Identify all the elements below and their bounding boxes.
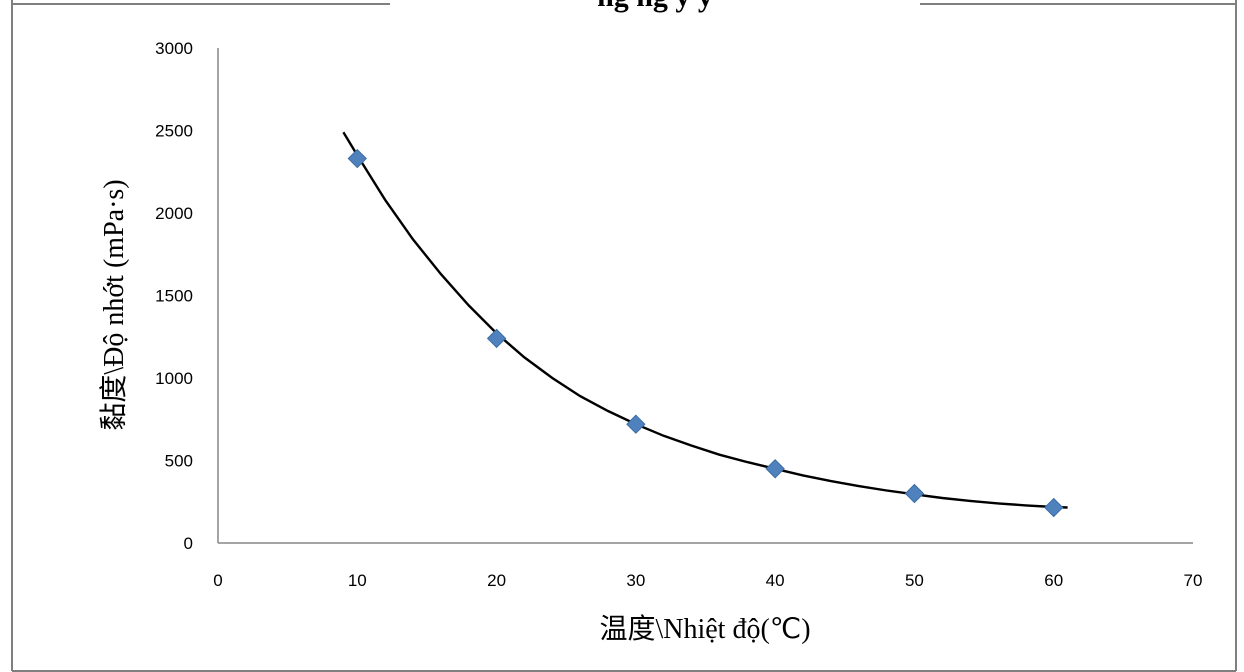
chart-border [11,0,1237,672]
y-tick-label: 2000 [155,204,193,223]
x-tick-label: 30 [626,571,645,590]
y-tick-label: 1500 [155,287,193,306]
x-tick-label: 10 [348,571,367,590]
data-point-marker [486,328,507,349]
x-tick-label: 50 [905,571,924,590]
x-tick-label: 0 [213,571,222,590]
y-tick-label: 3000 [155,39,193,58]
x-tick-label: 70 [1184,571,1203,590]
chart-title: ng ng y y [597,0,713,13]
y-tick-label: 1000 [155,369,193,388]
y-tick-label: 500 [165,452,193,471]
x-axis-title: 温度\Nhiệt độ(℃) [599,613,810,645]
y-tick-label: 2500 [155,122,193,141]
y-tick-labels: 0 500 1000 1500 2000 2500 3000 [155,39,193,553]
trendline [342,131,1068,509]
data-point-marker [1044,497,1064,518]
x-tick-label: 20 [487,571,506,590]
x-tick-label: 60 [1044,571,1063,590]
y-axis-title: 黏度\Độ nhớt (mPa·s) [98,179,130,430]
x-tick-labels: 0 10 20 30 40 50 60 70 [213,571,1202,590]
y-tick-label: 0 [184,534,193,553]
data-point-marker [626,414,646,434]
chart-title-area: ng ng y y [597,0,713,13]
data-point-marker [347,148,367,169]
data-point-marker [904,483,925,504]
data-points [347,148,1064,518]
data-point-marker [765,459,785,479]
x-tick-label: 40 [766,571,785,590]
